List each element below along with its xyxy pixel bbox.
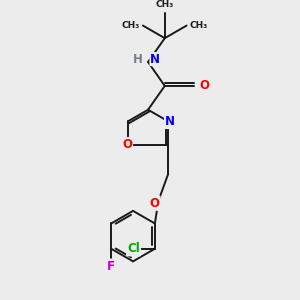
Text: N: N — [150, 52, 160, 66]
Text: O: O — [122, 138, 132, 151]
Text: H: H — [133, 52, 143, 66]
Text: N: N — [165, 115, 175, 128]
Text: CH₃: CH₃ — [190, 21, 208, 30]
Text: Cl: Cl — [127, 242, 140, 255]
Text: CH₃: CH₃ — [122, 21, 140, 30]
Text: CH₃: CH₃ — [156, 0, 174, 9]
Text: O: O — [149, 196, 159, 210]
Text: O: O — [200, 80, 210, 92]
Text: F: F — [107, 260, 115, 273]
